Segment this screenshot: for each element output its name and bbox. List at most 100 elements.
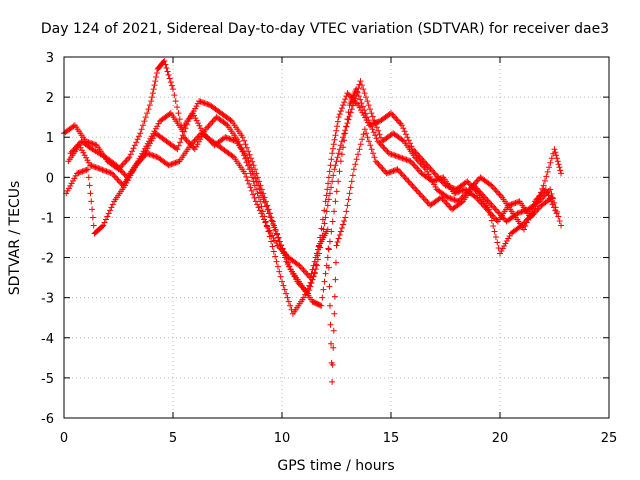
data-point [328,156,335,163]
data-point [99,223,106,230]
data-point [325,246,332,253]
data-point [259,192,266,199]
data-point [436,195,443,202]
data-point [497,250,503,257]
data-point [249,168,256,175]
data-point [331,293,338,300]
x-tick-label: 20 [492,431,509,446]
data-point [192,105,199,112]
data-point [446,194,453,201]
data-point [277,273,284,280]
data-point [534,199,541,206]
data-point [193,117,200,124]
chart-title: Day 124 of 2021, Sidereal Day-to-day VTE… [41,21,609,37]
data-point [250,178,257,185]
data-point [367,142,374,149]
data-point [245,157,252,164]
data-point [326,168,333,175]
data-point [358,82,365,89]
data-point [543,173,550,180]
points-layer [61,58,565,385]
data-point [161,58,168,65]
data-point [259,213,266,220]
data-point [170,86,176,93]
data-point [325,245,332,252]
data-point [79,168,86,175]
data-point [366,120,373,127]
data-point [262,219,269,226]
data-point [332,259,339,266]
data-point [448,195,455,202]
data-point [88,198,95,205]
data-point [556,164,563,171]
data-point [192,115,199,122]
data-point [195,138,202,145]
data-point [80,149,87,156]
data-point [104,168,111,175]
data-point [408,143,415,150]
data-point [359,136,366,143]
y-tick-label: 0 [46,171,54,186]
data-point [253,186,260,193]
data-point [513,199,520,206]
data-point [331,310,338,317]
data-point [398,154,405,161]
data-point [261,199,268,206]
data-point [387,168,394,175]
data-point [340,102,347,109]
data-point [255,182,262,189]
data-point [518,208,525,215]
data-point [90,141,97,148]
data-point [509,200,516,207]
data-point [357,141,364,148]
data-point [336,146,343,153]
data-point [361,107,368,114]
data-point [338,151,345,158]
data-point [353,156,360,163]
data-point [338,224,345,231]
data-point [430,177,437,184]
data-point [312,254,319,261]
data-point [191,146,198,153]
data-point [280,249,287,256]
x-tick-label: 25 [601,431,618,446]
data-point [178,135,185,142]
data-point [307,283,314,290]
data-point [460,186,467,193]
data-point [149,94,156,101]
y-tick-label: 1 [46,131,54,146]
data-point [345,116,352,123]
y-tick-label: -3 [41,292,54,307]
data-point [131,142,138,149]
data-point [373,124,380,131]
data-point [451,196,458,203]
data-point [93,164,100,171]
data-point [505,235,512,242]
data-point [276,238,283,245]
data-point [348,106,355,113]
data-point [254,190,261,197]
data-point [405,137,412,144]
data-point [256,185,263,192]
data-point [436,175,443,182]
data-point [152,125,159,132]
data-point [344,202,351,209]
data-point [329,150,336,157]
data-point [174,146,181,153]
data-point [135,158,142,165]
data-point [385,169,392,176]
data-point [458,199,465,206]
data-point [263,222,270,229]
data-point [143,143,150,150]
data-point [151,128,158,135]
data-point [247,184,254,191]
x-tick-label: 15 [383,431,400,446]
data-point [68,180,75,187]
data-point [222,134,229,141]
data-point [342,96,349,103]
data-point [99,166,106,173]
data-point [127,151,134,158]
data-point [165,162,172,169]
data-point [492,233,499,240]
data-point [168,161,175,168]
